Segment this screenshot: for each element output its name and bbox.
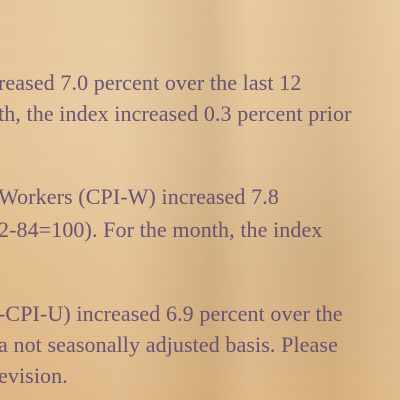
text-line: Workers (CPI-W) increased 7.8 [0, 184, 279, 209]
text-line: evision. [0, 363, 68, 388]
text-line: a not seasonally adjusted basis. Please [0, 332, 338, 357]
text-line: th, the index increased 0.3 percent prio… [0, 101, 352, 126]
text-line: -CPI-U) increased 6.9 percent over the [0, 301, 343, 326]
text-line: reased 7.0 percent over the last 12 [0, 70, 302, 95]
text-line: 2-84=100). For the month, the index [0, 217, 323, 242]
